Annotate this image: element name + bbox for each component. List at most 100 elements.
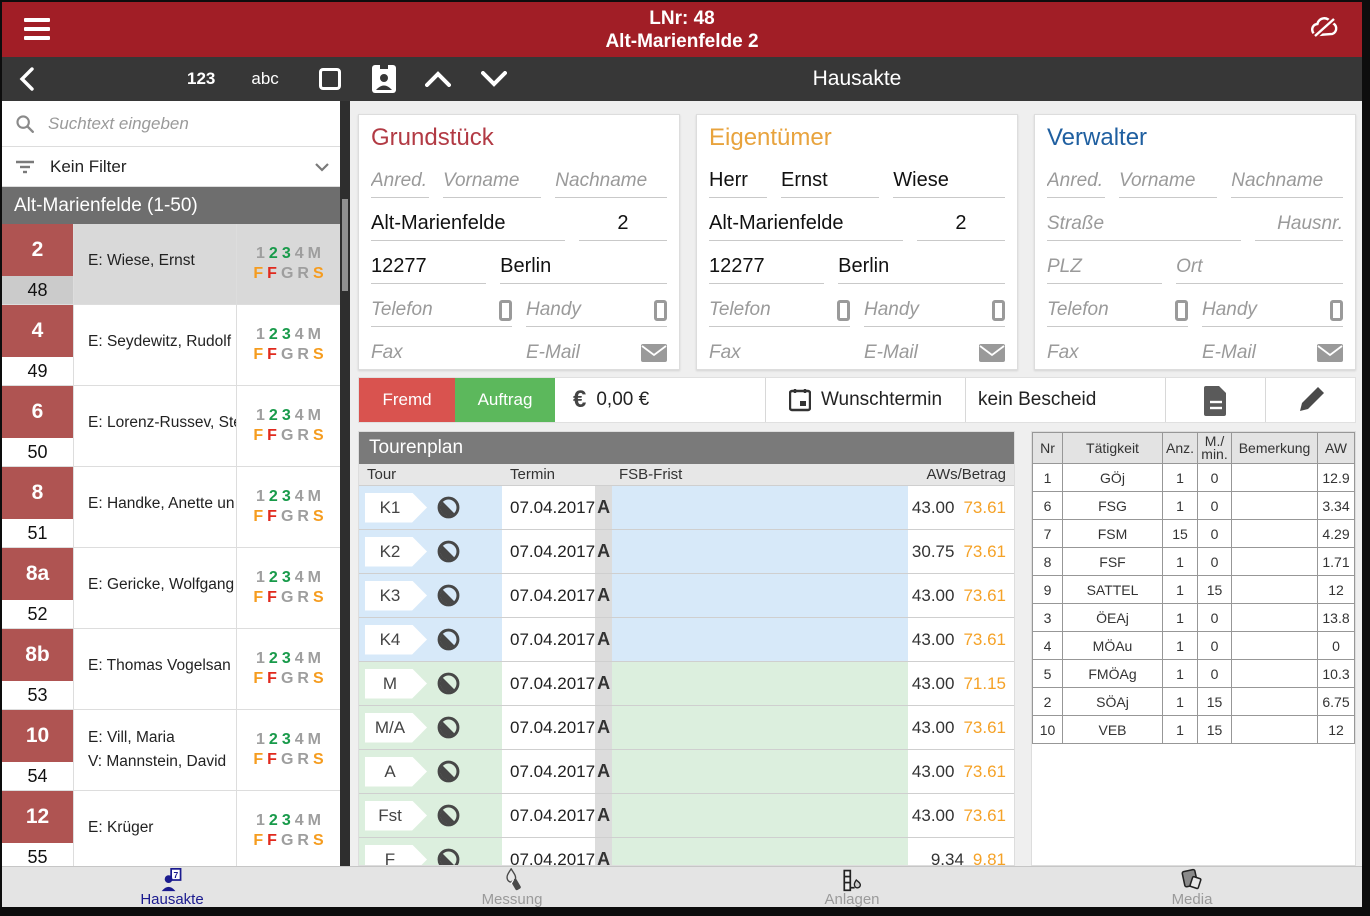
task-row[interactable]: 7 FSM 15 0 4.29 xyxy=(1032,519,1355,548)
tour-termin[interactable]: 07.04.2017 xyxy=(502,662,596,705)
handy-field[interactable]: Handy xyxy=(1202,299,1257,320)
tour-frist-cell[interactable] xyxy=(612,574,908,617)
tour-termin[interactable]: 07.04.2017 xyxy=(502,574,596,617)
tour-label[interactable]: K2 xyxy=(365,536,427,567)
filter-select[interactable]: Kein Filter xyxy=(2,147,340,187)
contrast-icon[interactable] xyxy=(435,538,462,565)
tour-frist-cell[interactable] xyxy=(612,486,908,529)
fax-field[interactable]: Fax xyxy=(1047,342,1079,363)
tour-label[interactable]: K1 xyxy=(365,492,427,523)
sidebar-scrollbar[interactable] xyxy=(340,101,350,866)
hausnr-field[interactable]: 2 xyxy=(617,212,629,234)
list-item[interactable]: 8b 53 E: Thomas Vogelsan 1 2 3 xyxy=(2,629,340,710)
auftrag-button[interactable]: Auftrag xyxy=(455,378,555,422)
strasse-field[interactable]: Straße xyxy=(1047,213,1105,234)
tour-row[interactable]: A 07.04.2017 A 43.00 73.61 xyxy=(359,750,1014,794)
contrast-icon[interactable] xyxy=(435,670,462,697)
email-field[interactable]: E-Mail xyxy=(1202,342,1256,363)
plz-field[interactable]: 12277 xyxy=(709,255,765,277)
tour-frist-cell[interactable] xyxy=(612,662,908,705)
tour-frist-cell[interactable] xyxy=(612,750,908,793)
task-row[interactable]: 3 ÖEAj 1 0 13.8 xyxy=(1032,603,1355,632)
nav-anlagen[interactable]: Anlagen xyxy=(682,867,1022,907)
anrede-field[interactable]: Anred. xyxy=(371,170,427,191)
tour-termin[interactable]: 07.04.2017 xyxy=(502,530,596,573)
nachname-field[interactable]: Nachname xyxy=(555,170,648,191)
contrast-icon[interactable] xyxy=(435,582,462,609)
nav-messung[interactable]: Messung xyxy=(342,867,682,907)
fremd-button[interactable]: Fremd xyxy=(359,378,455,422)
task-row[interactable]: 9 SATTEL 1 15 12 xyxy=(1032,575,1355,604)
tour-row[interactable]: M/A 07.04.2017 A 43.00 73.61 xyxy=(359,706,1014,750)
tour-row[interactable]: K3 07.04.2017 A 43.00 73.61 xyxy=(359,574,1014,618)
tour-label[interactable]: Fst xyxy=(365,800,427,831)
email-field[interactable]: E-Mail xyxy=(526,342,580,363)
contrast-icon[interactable] xyxy=(435,758,462,785)
ort-field[interactable]: Ort xyxy=(1176,256,1203,277)
tour-row[interactable]: M 07.04.2017 A 43.00 71.15 xyxy=(359,662,1014,706)
tour-termin[interactable]: 07.04.2017 xyxy=(502,750,596,793)
list-item[interactable]: 12 55 E: Krüger 1 2 3 4 xyxy=(2,791,340,866)
tour-row[interactable]: K4 07.04.2017 A 43.00 73.61 xyxy=(359,618,1014,662)
tour-termin[interactable]: 07.04.2017 xyxy=(502,794,596,837)
chevron-down-icon[interactable] xyxy=(480,71,507,87)
task-row[interactable]: 6 FSG 1 0 3.34 xyxy=(1032,491,1355,520)
task-row[interactable]: 2 SÖAj 1 15 6.75 xyxy=(1032,687,1355,716)
search-input[interactable]: Suchtext eingeben xyxy=(2,101,340,147)
task-row[interactable]: 4 MÖAu 1 0 0 xyxy=(1032,631,1355,660)
chevron-up-icon[interactable] xyxy=(424,71,451,87)
menu-icon[interactable] xyxy=(24,18,50,40)
strasse-field[interactable]: Alt-Marienfelde xyxy=(709,212,844,234)
nav-media[interactable]: Media xyxy=(1022,867,1362,907)
tour-row[interactable]: K2 07.04.2017 A 30.75 73.61 xyxy=(359,530,1014,574)
alpha-mode-button[interactable]: abc xyxy=(251,69,279,88)
email-field[interactable]: E-Mail xyxy=(864,342,918,363)
amount-button[interactable]: € 0,00 € xyxy=(555,378,765,422)
vorname-field[interactable]: Vorname xyxy=(1119,170,1196,191)
tour-termin[interactable]: 07.04.2017 xyxy=(502,486,596,529)
tour-row[interactable]: K1 07.04.2017 A 43.00 73.61 xyxy=(359,486,1014,530)
task-row[interactable]: 1 GÖj 1 0 12.9 xyxy=(1032,463,1355,492)
contrast-icon[interactable] xyxy=(435,802,462,829)
tour-row[interactable]: F 07.04.2017 A 9.34 9.81 xyxy=(359,838,1014,866)
task-row[interactable]: 5 FMÖAg 1 0 10.3 xyxy=(1032,659,1355,688)
task-row[interactable]: 8 FSF 1 0 1.71 xyxy=(1032,547,1355,576)
telefon-field[interactable]: Telefon xyxy=(371,299,433,320)
tour-termin[interactable]: 07.04.2017 xyxy=(502,838,596,865)
contact-card-icon[interactable] xyxy=(371,64,397,94)
handy-field[interactable]: Handy xyxy=(526,299,581,320)
ort-field[interactable]: Berlin xyxy=(838,255,890,277)
tour-label[interactable]: K4 xyxy=(365,624,427,655)
strasse-field[interactable]: Alt-Marienfelde xyxy=(371,212,506,234)
plz-field[interactable]: PLZ xyxy=(1047,256,1082,277)
plz-field[interactable]: 12277 xyxy=(371,255,427,277)
nachname-field[interactable]: Nachname xyxy=(1231,170,1324,191)
list-item[interactable]: 2 48 E: Wiese, Ernst 1 2 3 xyxy=(2,224,340,305)
tour-label[interactable]: M xyxy=(365,668,427,699)
fax-field[interactable]: Fax xyxy=(709,342,741,363)
tour-termin[interactable]: 07.04.2017 xyxy=(502,706,596,749)
handy-field[interactable]: Handy xyxy=(864,299,919,320)
tour-label[interactable]: F xyxy=(365,844,427,865)
document-button[interactable] xyxy=(1165,378,1265,422)
back-icon[interactable] xyxy=(12,67,42,91)
tour-frist-cell[interactable] xyxy=(612,618,908,661)
tour-frist-cell[interactable] xyxy=(612,706,908,749)
scrollbar-thumb[interactable] xyxy=(342,199,348,291)
hausnr-field[interactable]: Hausnr. xyxy=(1277,213,1343,234)
telefon-field[interactable]: Telefon xyxy=(709,299,771,320)
task-row[interactable]: 10 VEB 1 15 12 xyxy=(1032,715,1355,744)
contrast-icon[interactable] xyxy=(435,846,462,866)
tour-label[interactable]: A xyxy=(365,756,427,787)
tour-frist-cell[interactable] xyxy=(612,530,908,573)
anrede-field[interactable]: Anred. xyxy=(1047,170,1103,191)
vorname-field[interactable]: Ernst xyxy=(781,169,828,191)
select-all-icon[interactable] xyxy=(318,68,341,90)
wunschtermin-button[interactable]: Wunschtermin xyxy=(765,378,965,422)
edit-button[interactable] xyxy=(1265,378,1355,422)
hausnr-field[interactable]: 2 xyxy=(955,212,967,234)
tour-frist-cell[interactable] xyxy=(612,794,908,837)
vorname-field[interactable]: Vorname xyxy=(443,170,520,191)
contrast-icon[interactable] xyxy=(435,714,462,741)
list-item[interactable]: 10 54 E: Vill, Maria V: Mannstein, David… xyxy=(2,710,340,791)
